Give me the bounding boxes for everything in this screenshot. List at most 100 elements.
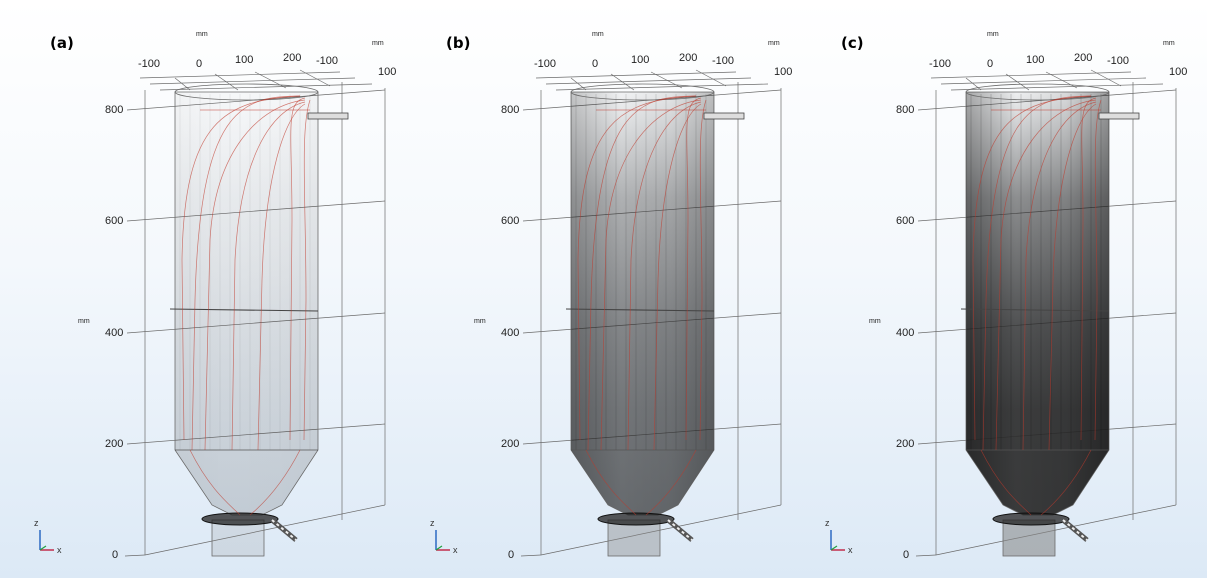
top-gridline: [1090, 69, 1122, 87]
y-axis-unit: mm: [1163, 40, 1175, 47]
z-tick: 800: [501, 104, 520, 116]
panel-label: (b): [446, 34, 471, 52]
inlet-pipe: [1098, 112, 1140, 120]
streamline: [257, 103, 306, 451]
top-gridline: [1005, 73, 1030, 91]
streamline: [1048, 103, 1097, 451]
streamline: [289, 97, 306, 441]
y-tick: -100: [316, 55, 339, 67]
y-tick: 100: [378, 66, 397, 78]
x-axis-unit: mm: [196, 31, 208, 38]
inlet-pipe: [307, 112, 349, 120]
z-tick: 600: [105, 215, 124, 227]
inlet-pipe: [703, 112, 745, 120]
x-tick: -100: [138, 58, 161, 70]
x-tick: 200: [679, 52, 698, 64]
top-gridline: [570, 77, 587, 91]
z-tick: 0: [903, 549, 910, 561]
cylinder-top: [174, 83, 319, 101]
streamline: [1094, 99, 1102, 441]
z-tick: 800: [896, 104, 915, 116]
streamlines: [972, 95, 1102, 516]
triad-z-label: z: [825, 518, 830, 528]
z-tick: 200: [501, 438, 520, 450]
separator-shading: [966, 92, 1109, 515]
z-tick: 400: [501, 327, 520, 339]
streamline: [577, 95, 697, 441]
triad-z-label: z: [430, 518, 435, 528]
streamline: [189, 449, 241, 516]
top-gridline: [695, 69, 727, 87]
z-tick: 800: [105, 104, 124, 116]
x-tick: 200: [1074, 52, 1093, 64]
panel-b: (b) mm mm -100 0 100 200 -100 100 800 60…: [396, 0, 796, 578]
z-tick: 0: [508, 549, 515, 561]
y-tick: -100: [712, 55, 735, 67]
streamline: [995, 99, 1097, 451]
streamline: [204, 99, 306, 451]
x-tick: 0: [987, 58, 994, 70]
gridline: [915, 554, 937, 557]
streamline: [587, 95, 697, 451]
outlet-tube: [211, 519, 265, 557]
top-gridline: [139, 71, 341, 79]
separator-model-view: [435, 69, 782, 557]
z-axis-unit: mm: [78, 318, 90, 325]
outlet-tube: [607, 519, 661, 557]
separator-body: [960, 83, 1140, 557]
streamlines: [577, 95, 707, 516]
x-axis-unit: mm: [592, 31, 604, 38]
separator-model-view: [39, 69, 386, 557]
streamline: [249, 449, 301, 516]
coordinate-triad: [435, 530, 450, 551]
drain-pipe-stripe: [1062, 519, 1088, 541]
streamline: [600, 99, 702, 451]
streamline: [972, 95, 1092, 441]
z-tick: 600: [896, 215, 915, 227]
top-gridline: [174, 77, 191, 91]
top-gridline: [950, 83, 1164, 91]
panel-label: (c): [841, 34, 864, 52]
streamline: [191, 95, 301, 451]
y-tick: -100: [1107, 55, 1130, 67]
x-tick: -100: [929, 58, 952, 70]
triad-y-axis: [39, 545, 47, 551]
frame-edge: [540, 504, 782, 556]
streamline: [699, 99, 707, 441]
separator-shading: [175, 92, 318, 515]
streamline: [1080, 97, 1097, 441]
cylinder-top: [965, 83, 1110, 101]
triad-x-label: x: [453, 545, 458, 555]
gridline: [520, 554, 542, 557]
triad-y-axis: [830, 545, 838, 551]
z-tick: 200: [105, 438, 124, 450]
cylinder-top: [570, 83, 715, 101]
y-tick: 100: [774, 66, 793, 78]
z-tick: 400: [105, 327, 124, 339]
x-axis-unit: mm: [987, 31, 999, 38]
y-axis-unit: mm: [768, 40, 780, 47]
streamline: [1040, 449, 1092, 516]
coordinate-triad: [39, 530, 54, 551]
flange-ring: [597, 512, 675, 526]
frame-edge: [144, 504, 386, 556]
z-axis-unit: mm: [869, 318, 881, 325]
triad-x-label: x: [57, 545, 62, 555]
z-tick: 0: [112, 549, 119, 561]
top-gridline: [930, 71, 1132, 79]
streamline: [980, 449, 1032, 516]
streamline: [653, 103, 702, 451]
x-tick: 100: [1026, 54, 1045, 66]
coordinate-triad: [830, 530, 845, 551]
streamline: [645, 449, 697, 516]
panel-label: (a): [50, 34, 74, 52]
axis-frame: [124, 69, 386, 557]
panel-a: (a) mm mm -100 0 100 200 -100 100 800 60…: [0, 0, 400, 578]
top-gridline: [610, 73, 635, 91]
streamline: [627, 101, 702, 451]
triad-x-label: x: [848, 545, 853, 555]
separator-body: [565, 83, 745, 557]
triad-z-label: z: [34, 518, 39, 528]
top-gridline: [545, 77, 752, 85]
streamline: [982, 95, 1092, 451]
